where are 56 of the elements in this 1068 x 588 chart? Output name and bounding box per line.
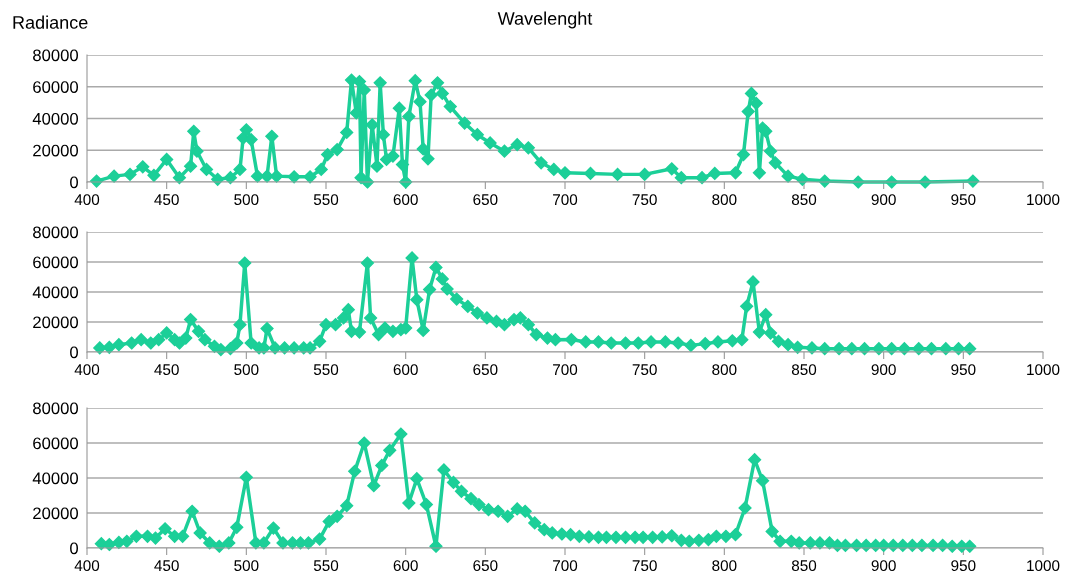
x-tick-label: 750 [632, 560, 657, 572]
y-tick-label: 0 [70, 176, 79, 189]
x-tick-label: 450 [154, 560, 179, 572]
y-tick-label: 80000 [33, 402, 79, 415]
x-tick-label: 900 [871, 364, 896, 376]
y-tick-label: 40000 [32, 286, 79, 299]
x-tick-label: 750 [632, 364, 657, 376]
y-axis-title: Radiance [13, 15, 88, 29]
x-tick-label: 950 [951, 364, 976, 376]
x-axis-title: Wavelenght [497, 11, 593, 29]
x-tick-label: 550 [313, 364, 339, 376]
y-tick-label: 80000 [33, 49, 79, 62]
x-tick-label: 400 [74, 560, 100, 572]
x-tick-label: 450 [154, 364, 179, 376]
x-tick-label: 550 [313, 194, 339, 206]
x-tick-label: 400 [74, 194, 100, 206]
x-tick-label: 550 [313, 560, 339, 572]
x-tick-label: 400 [74, 364, 100, 376]
x-tick-label: 500 [234, 560, 259, 572]
x-tick-label: 600 [393, 194, 418, 206]
x-tick-label: 700 [553, 560, 578, 572]
y-tick-label: 60000 [33, 256, 79, 269]
x-tick-label: 750 [632, 194, 657, 206]
x-tick-label: 1000 [1027, 194, 1060, 206]
x-tick-label: 850 [791, 364, 817, 376]
y-tick-label: 20000 [33, 507, 79, 520]
x-tick-label: 950 [951, 560, 976, 572]
x-tick-label: 1000 [1027, 364, 1060, 376]
x-tick-label: 850 [791, 560, 817, 572]
x-tick-label: 800 [712, 560, 737, 572]
x-tick-label: 500 [234, 364, 259, 376]
x-tick-label: 900 [871, 194, 896, 206]
y-tick-label: 40000 [32, 472, 79, 485]
x-tick-label: 600 [393, 560, 418, 572]
x-tick-label: 900 [871, 560, 896, 572]
y-tick-label: 0 [70, 346, 79, 359]
y-tick-label: 80000 [33, 226, 79, 239]
y-tick-label: 20000 [33, 144, 79, 157]
x-tick-label: 1000 [1027, 560, 1060, 572]
x-tick-label: 450 [154, 194, 179, 206]
y-tick-label: 20000 [33, 316, 79, 329]
x-tick-label: 800 [712, 194, 737, 206]
x-tick-label: 700 [553, 194, 578, 206]
x-tick-label: 600 [393, 364, 418, 376]
x-tick-label: 650 [473, 364, 498, 376]
x-tick-label: 950 [951, 194, 976, 206]
x-tick-label: 650 [473, 194, 498, 206]
y-tick-label: 0 [70, 542, 79, 555]
x-tick-label: 800 [712, 364, 737, 376]
y-tick-label: 40000 [32, 112, 79, 125]
x-tick-label: 700 [553, 364, 578, 376]
y-tick-label: 60000 [33, 81, 79, 93]
x-tick-label: 500 [234, 194, 259, 206]
x-tick-label: 850 [791, 194, 817, 206]
y-tick-label: 60000 [33, 437, 79, 450]
x-tick-label: 650 [473, 560, 498, 572]
